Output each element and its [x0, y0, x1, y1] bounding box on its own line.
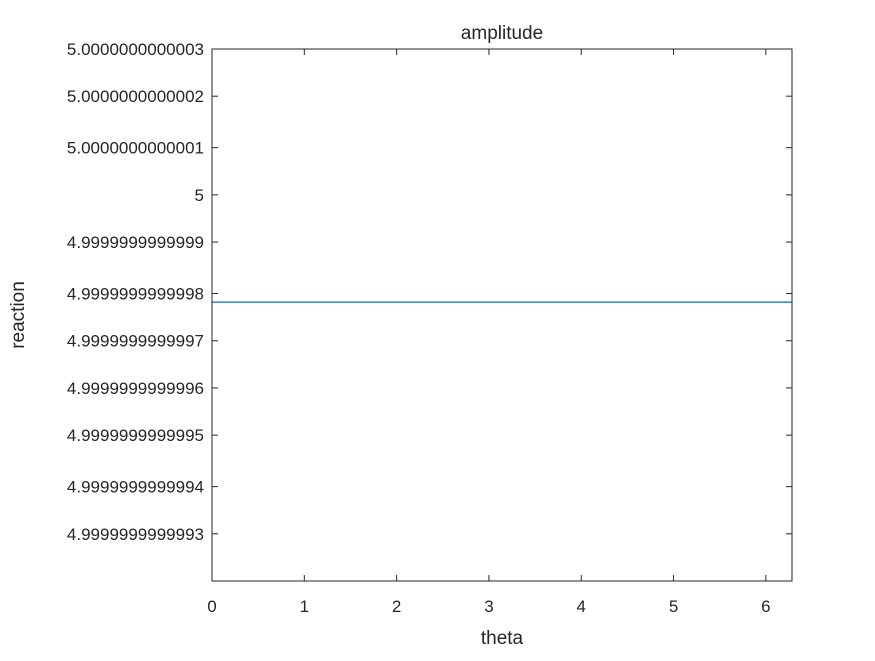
x-axis-ticks: 0 1 2 3 4 5 6 [207, 49, 771, 616]
x-tick-label: 1 [300, 597, 309, 616]
axes-box [211, 48, 793, 582]
x-axis-label: theta [481, 628, 524, 649]
x-tick-label: 3 [484, 597, 493, 616]
y-tick-label: 5.0000000000003 [67, 40, 204, 59]
y-tick-label: 5.0000000000002 [67, 87, 204, 106]
plot-area [212, 49, 792, 581]
y-axis-ticks: 4.9999999999993 4.9999999999994 4.99999999… [67, 40, 792, 544]
chart-title: amplitude [461, 23, 543, 44]
y-tick-label: 4.9999999999999 [67, 233, 204, 252]
x-tick-label: 2 [392, 597, 401, 616]
y-tick-label: 4.9999999999994 [67, 478, 204, 497]
x-tick-label: 4 [577, 597, 586, 616]
y-tick-label: 4.9999999999997 [67, 332, 204, 351]
y-tick-label: 4.9999999999993 [67, 525, 204, 544]
x-tick-label: 0 [207, 597, 216, 616]
x-tick-label: 5 [669, 597, 678, 616]
y-axis-label: reaction [8, 281, 29, 349]
y-tick-label: 5.0000000000001 [67, 139, 204, 158]
x-tick-label: 6 [761, 597, 770, 616]
y-tick-label: 5 [195, 186, 204, 205]
y-tick-label: 4.9999999999996 [67, 379, 204, 398]
y-tick-label: 4.9999999999995 [67, 426, 204, 445]
y-tick-label: 4.9999999999998 [67, 285, 204, 304]
